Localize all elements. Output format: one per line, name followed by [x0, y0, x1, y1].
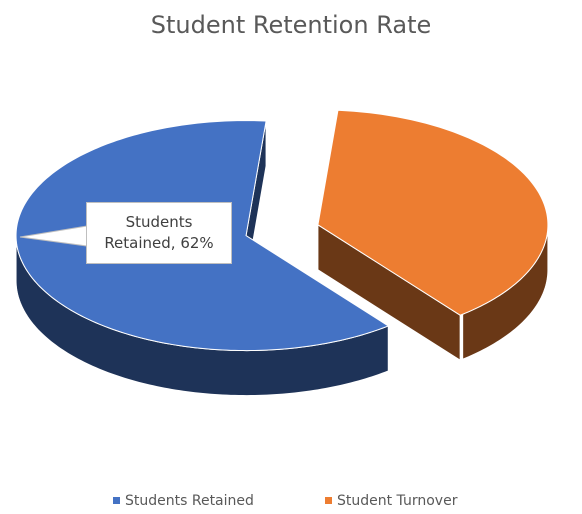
legend-swatch [325, 497, 332, 504]
legend-label: Students Retained [125, 493, 254, 509]
chart-title: Student Retention Rate [151, 11, 432, 39]
pie-slice [317, 109, 549, 316]
legend-swatch [113, 497, 120, 504]
data-label: Students Retained, 62% [86, 202, 232, 264]
legend-label: Student Turnover [337, 493, 458, 509]
